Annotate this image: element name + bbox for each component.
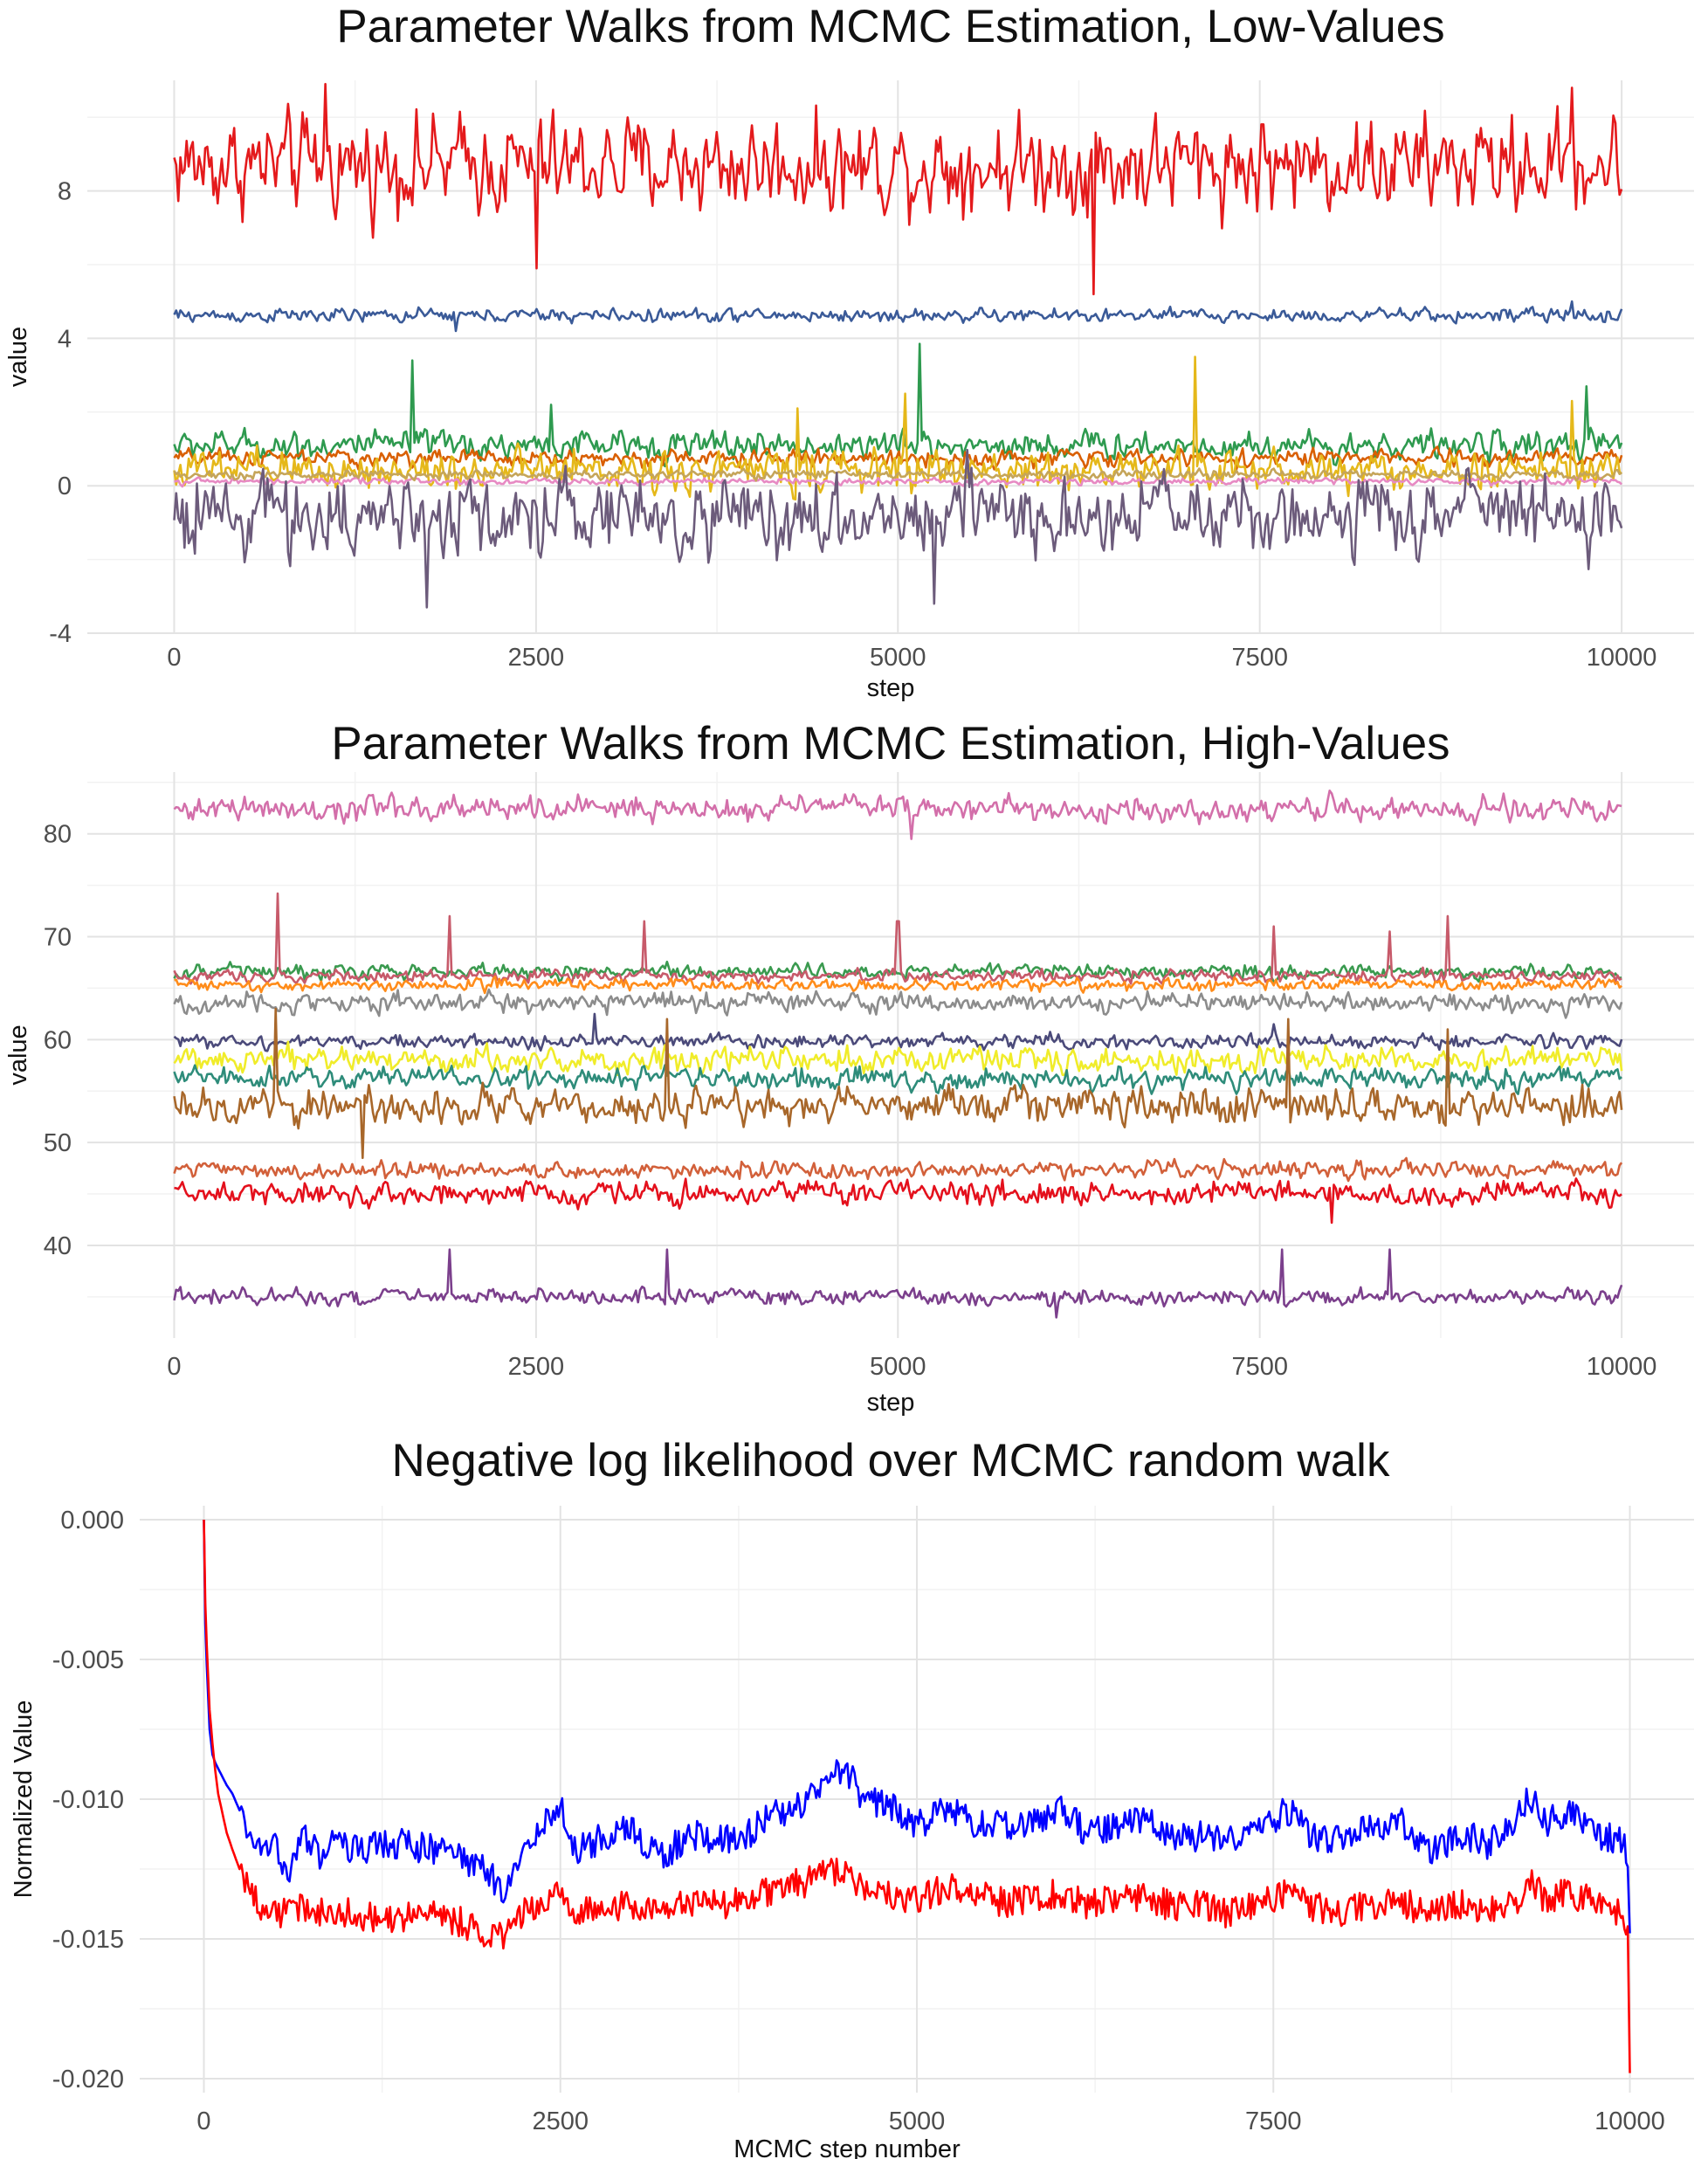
major-gridlines xyxy=(87,772,1694,1338)
y-tick-label: -4 xyxy=(49,620,72,648)
x-tick-label: 2500 xyxy=(508,1353,565,1381)
y-tick-label: 50 xyxy=(44,1129,72,1157)
series-line-6 xyxy=(173,1012,1623,1052)
chart-panel-low-values: 0 2500 5000 7500 10000 -4 0 4 8 Parameter Walks f… xyxy=(0,0,1708,716)
y-tick-label: -0.005 xyxy=(52,1646,124,1674)
x-tick-label: 10000 xyxy=(1594,2107,1665,2135)
x-tick-label: 0 xyxy=(196,2107,210,2135)
series-line-8 xyxy=(173,1064,1622,1095)
y-tick-label: 60 xyxy=(44,1026,72,1054)
series-line-7 xyxy=(173,1040,1623,1077)
y-tick-label: -0.020 xyxy=(52,2066,124,2093)
series-group xyxy=(203,1519,1631,2073)
series-group xyxy=(173,82,1623,609)
x-tick-labels: 0 2500 5000 7500 10000 xyxy=(167,644,1656,672)
chart-title: Parameter Walks from MCMC Estimation, Lo… xyxy=(336,1,1444,52)
series-line-2 xyxy=(173,300,1623,333)
x-tick-label: 7500 xyxy=(1231,1353,1288,1381)
y-tick-label: 70 xyxy=(44,924,72,952)
series-line-7 xyxy=(173,467,1622,482)
series-line-3 xyxy=(173,342,1623,468)
y-tick-label: 4 xyxy=(58,325,72,353)
chart-title: Parameter Walks from MCMC Estimation, Hi… xyxy=(331,718,1450,769)
x-tick-label: 10000 xyxy=(1587,644,1657,672)
series-group xyxy=(173,790,1623,1319)
series-line-5 xyxy=(173,988,1623,1019)
y-tick-label: 40 xyxy=(44,1232,72,1260)
series-line-4 xyxy=(174,975,1622,995)
chart-high-values: 0 2500 5000 7500 10000 40 50 60 70 80 Parameter Wa… xyxy=(4,718,1694,1417)
series-line-11 xyxy=(174,1177,1622,1224)
series-line-3 xyxy=(173,892,1622,985)
y-tick-label: -0.010 xyxy=(52,1786,124,1814)
y-tick-labels: -4 0 4 8 xyxy=(49,178,72,648)
series-line-9 xyxy=(173,1007,1623,1160)
series-line-10 xyxy=(173,1156,1623,1183)
y-tick-label: 8 xyxy=(58,178,72,206)
chart-negative-log-likelihood: 0 2500 5000 7500 10000-0.020-0.015-0.010-0.0… xyxy=(10,1435,1694,2159)
series-line-1 xyxy=(203,1519,1631,1934)
series-line-12 xyxy=(173,1248,1623,1319)
x-tick-labels: 0 2500 5000 7500 10000 xyxy=(196,2107,1664,2135)
chart-panel-high-values: 0 2500 5000 7500 10000 40 50 60 70 80 Parameter Wa… xyxy=(0,718,1708,1425)
x-tick-label: 7500 xyxy=(1231,644,1288,672)
y-axis-label: Normalized Value xyxy=(10,1700,38,1899)
x-tick-label: 2500 xyxy=(532,2107,589,2135)
series-line-1 xyxy=(173,790,1622,840)
chart-title: Negative log likelihood over MCMC random… xyxy=(392,1435,1390,1486)
series-line-8 xyxy=(173,448,1623,609)
y-tick-labels: 40 50 60 70 80 xyxy=(44,821,72,1260)
y-axis-label: value xyxy=(4,1024,32,1085)
x-axis-label: MCMC step number xyxy=(733,2135,961,2159)
x-axis-label: step xyxy=(867,674,915,702)
x-tick-label: 5000 xyxy=(870,644,926,672)
x-tick-label: 0 xyxy=(167,1353,181,1381)
x-tick-label: 7500 xyxy=(1245,2107,1302,2135)
minor-gridlines xyxy=(87,80,1694,633)
major-gridlines xyxy=(140,1506,1694,2093)
series-line-2 xyxy=(203,1519,1631,2073)
x-tick-label: 2500 xyxy=(508,644,565,672)
y-tick-label: -0.015 xyxy=(52,1926,124,1954)
y-tick-label: 0.000 xyxy=(60,1507,124,1535)
y-tick-label: 80 xyxy=(44,821,72,849)
x-tick-label: 0 xyxy=(167,644,181,672)
series-line-1 xyxy=(173,82,1623,296)
chart-panel-negative-log-likelihood: 0 2500 5000 7500 10000 -0.020 -0.015 -0.010 -0.0… xyxy=(0,1427,1708,2159)
y-axis-label: value xyxy=(4,327,32,387)
series-line-5 xyxy=(173,355,1622,501)
chart-low-values: 0 2500 5000 7500 10000 -4 0 4 8 Parameter Walks f… xyxy=(4,1,1694,702)
series-line-4 xyxy=(173,445,1623,471)
y-tick-label: 0 xyxy=(58,472,72,500)
y-tick-labels: -0.020 -0.015 -0.010 -0.005 0.000 xyxy=(52,1507,124,2093)
x-tick-label: 5000 xyxy=(870,1353,926,1381)
x-tick-label: 10000 xyxy=(1587,1353,1657,1381)
x-tick-label: 5000 xyxy=(889,2107,946,2135)
x-tick-labels: 0 2500 5000 7500 10000 xyxy=(167,1353,1656,1381)
x-axis-label: step xyxy=(867,1389,915,1417)
